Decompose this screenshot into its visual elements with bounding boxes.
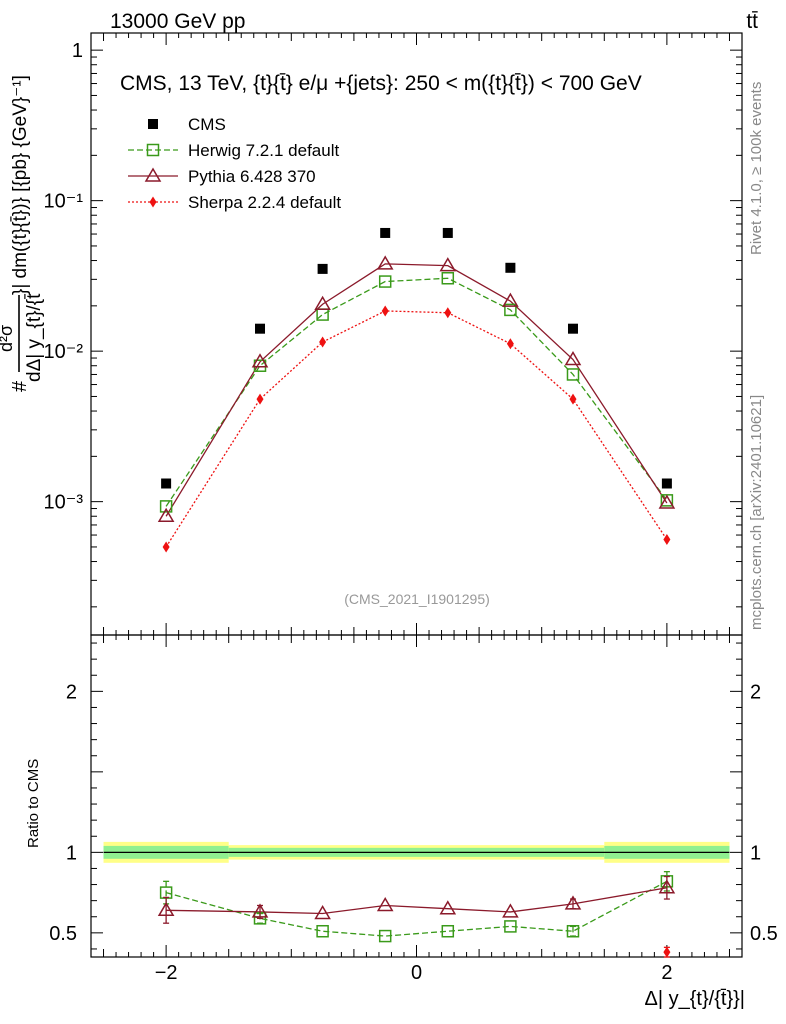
data-point <box>317 263 328 274</box>
ratio-series-line <box>166 887 667 915</box>
ylabel-denominator: dΔ| y_{t}/{t̄ <box>24 293 45 382</box>
ratio-bands <box>103 841 730 863</box>
main-title: CMS, 13 TeV, {t}{t̄} e/μ +{jets}: 250 < … <box>120 72 642 95</box>
data-point <box>157 507 175 522</box>
ratio-series-line <box>165 880 668 937</box>
data-point <box>162 541 170 553</box>
ratio-y-tick-label: 0.5 <box>49 923 77 945</box>
x-tick-label: 0 <box>411 962 422 984</box>
data-point <box>251 353 269 368</box>
data-point <box>441 272 455 285</box>
ylabel-hash: # <box>9 380 31 392</box>
data-point <box>378 275 392 288</box>
legend-label: Herwig 7.2.1 default <box>188 141 339 160</box>
mcplots-label: mcplots.cern.ch [arXiv:2401.10621] <box>748 395 765 630</box>
process-label: tt̄ <box>746 10 758 33</box>
y-tick-label: 10⁻³ <box>44 492 84 514</box>
ratio-point <box>251 903 269 918</box>
data-point <box>566 368 580 381</box>
data-point <box>444 307 452 319</box>
data-point <box>255 323 266 334</box>
ratio-point <box>314 905 331 920</box>
ratio-point <box>658 879 676 894</box>
ratio-ticks: 0.5 0.5 1 1 2 2 −2 0 2 <box>49 635 778 984</box>
ratio-point <box>157 901 175 917</box>
legend-marker <box>148 119 158 129</box>
ratio-point <box>504 920 517 933</box>
legend-label: Sherpa 2.2.4 default <box>188 193 341 212</box>
data-point <box>159 500 173 513</box>
ratio-y-tick-label-right: 0.5 <box>750 923 778 945</box>
data-point <box>380 227 391 238</box>
x-tick-label: 2 <box>661 962 672 984</box>
data-point <box>661 478 672 489</box>
data-point <box>504 303 517 317</box>
analysis-id: (CMS_2021_I1901295) <box>344 591 490 607</box>
main-panel: 1 10⁻¹ 10⁻² 10⁻³ CMS, 13 TeV, {t}{t̄} e/μ +… <box>0 32 743 636</box>
data-point <box>505 262 516 273</box>
ratio-frame <box>90 634 743 958</box>
ratio-point <box>566 924 580 938</box>
ratio-xlabel: Δ| y_{t}/{t̄}}| <box>645 988 746 1010</box>
rivet-label: Rivet 4.1.0, ≥ 100k events <box>748 82 765 255</box>
ratio-ylabel: Ratio to CMS <box>25 759 42 848</box>
energy-label: 13000 GeV pp <box>110 10 245 33</box>
ratio-panel: 0.5 0.5 1 1 2 2 −2 0 2 Ratio to CMS Δ| y_{t}/{t̄… <box>25 634 778 1010</box>
series-line <box>165 263 668 517</box>
data-point <box>381 305 389 317</box>
main-ticks: 1 10⁻¹ 10⁻² 10⁻³ <box>44 33 742 635</box>
main-series <box>157 227 676 553</box>
ratio-y-tick-label: 1 <box>66 842 77 864</box>
data-point <box>319 336 327 348</box>
ratio-series <box>157 871 676 958</box>
data-point <box>567 323 578 334</box>
data-point <box>439 257 457 272</box>
data-point <box>502 292 519 307</box>
ylabel-rest: }| dm({t}{t̄})} [{pb} {GeV}⁻¹] <box>10 75 31 295</box>
x-tick-label: −2 <box>155 962 178 984</box>
legend-label: CMS <box>188 115 226 134</box>
ratio-point <box>663 946 671 958</box>
ratio-point <box>502 903 519 918</box>
ratio-y-tick-label-right: 1 <box>750 842 761 864</box>
series-line <box>165 277 668 507</box>
y-tick-label: 10⁻¹ <box>44 191 84 213</box>
data-point <box>564 351 582 366</box>
legend-marker <box>146 143 160 157</box>
legend-marker <box>149 196 157 208</box>
data-point <box>314 295 331 310</box>
ratio-point <box>441 924 455 938</box>
data-point <box>256 393 264 405</box>
legend-marker <box>144 167 162 182</box>
ratio-point <box>376 896 394 912</box>
ratio-point <box>564 895 582 910</box>
data-point <box>569 393 577 405</box>
main-ylabel: # d²σ dΔ| y_{t}/{t̄ }| dm({t}{t̄})} [{pb… <box>0 75 45 392</box>
legend-label: Pythia 6.428 370 <box>188 167 316 186</box>
data-point <box>253 359 267 372</box>
data-point <box>161 478 172 489</box>
ylabel-d2sigma: d²σ <box>0 325 16 352</box>
ratio-y-tick-label: 2 <box>66 681 77 703</box>
series-line <box>165 310 668 548</box>
data-point <box>376 255 394 270</box>
ratio-point <box>439 900 457 915</box>
data-point <box>442 227 453 238</box>
ratio-point <box>316 924 329 938</box>
data-point <box>658 494 676 509</box>
legend: CMS Herwig 7.2.1 default Pythia 6.428 370 S… <box>128 115 341 212</box>
data-point <box>663 534 671 546</box>
y-tick-label: 1 <box>72 40 83 62</box>
y-tick-label: 10⁻² <box>44 341 84 363</box>
data-point <box>506 338 514 350</box>
ratio-y-tick-label-right: 2 <box>750 681 761 703</box>
ratio-point <box>378 929 392 943</box>
